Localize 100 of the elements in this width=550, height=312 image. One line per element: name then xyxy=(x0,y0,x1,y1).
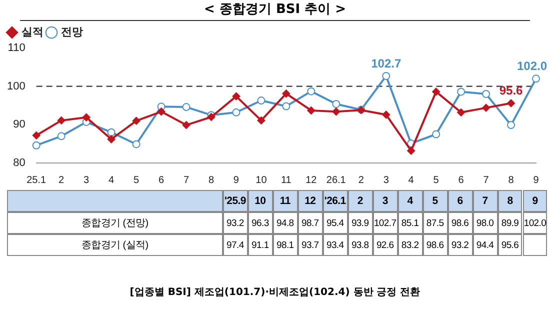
annotation: 95.6 xyxy=(499,84,524,98)
data-label: 93.4 xyxy=(326,240,344,250)
x-tick-label: 8 xyxy=(508,174,514,186)
data-label: 98.6 xyxy=(451,218,469,228)
x-tick-label: 6 xyxy=(158,174,164,186)
data-label: 98.0 xyxy=(476,218,494,228)
point xyxy=(457,108,466,116)
x-tick-label: 7 xyxy=(183,174,190,186)
x-tick-label: 11 xyxy=(280,174,292,186)
data-label: 83.2 xyxy=(401,240,419,250)
y-tick-label: 80 xyxy=(13,157,26,170)
text: 4 xyxy=(407,195,413,207)
point xyxy=(282,102,290,110)
data-label: 91.1 xyxy=(252,240,269,250)
text: 2 xyxy=(357,195,363,207)
y-tick-label: 100 xyxy=(6,80,26,92)
point xyxy=(232,92,240,100)
point xyxy=(432,88,440,96)
text: '25.9 xyxy=(224,195,246,207)
point xyxy=(457,88,466,96)
text: 종합경기 (실적) xyxy=(81,239,148,252)
point xyxy=(132,116,140,125)
text: 3 xyxy=(382,195,388,207)
point xyxy=(107,135,116,144)
point xyxy=(382,72,390,80)
point xyxy=(482,90,490,98)
point xyxy=(307,87,316,96)
x-tick-label: 9 xyxy=(233,174,240,186)
data-label: 98.6 xyxy=(426,240,444,250)
point xyxy=(132,140,140,148)
annotation: 102.7 xyxy=(371,56,402,70)
x-tick-label: 2 xyxy=(58,174,65,186)
point xyxy=(107,128,116,136)
point xyxy=(482,104,490,112)
point xyxy=(57,132,66,140)
point xyxy=(257,96,266,105)
chart-title: < 종합경기 BSI 추이 > xyxy=(20,0,530,21)
x-tick-label: 4 xyxy=(408,174,414,186)
text: 종합경기 (전망) xyxy=(81,217,148,230)
legend-label: 실적 xyxy=(22,26,44,39)
point xyxy=(32,141,40,150)
text: '26.1 xyxy=(324,195,346,207)
point xyxy=(532,74,540,83)
x-tick-label: 8 xyxy=(208,174,214,186)
point xyxy=(507,99,516,108)
data-label: 85.1 xyxy=(401,218,419,228)
x-tick-label: 7 xyxy=(483,174,490,186)
data-label: 92.6 xyxy=(376,240,394,250)
point xyxy=(332,108,340,116)
point xyxy=(182,121,190,130)
y-tick-label: 90 xyxy=(13,118,26,131)
x-tick-label: 5 xyxy=(134,174,140,186)
point xyxy=(82,113,90,122)
x-tick-label: 6 xyxy=(458,174,464,186)
point xyxy=(32,131,40,140)
x-tick-label: 25.1 xyxy=(26,174,47,186)
legend-label: 전망 xyxy=(61,26,83,39)
text: 5 xyxy=(432,195,438,207)
data-label: 102.0 xyxy=(524,218,546,228)
point xyxy=(182,103,190,112)
x-tick-label: 12 xyxy=(306,174,318,186)
data-label: 98.1 xyxy=(276,240,294,250)
point xyxy=(507,121,516,130)
text: [업종별 BSI] 제조업(101.7)·비제조업(102.4) 동반 긍정 전환 xyxy=(128,286,422,299)
data-label: 95.4 xyxy=(326,218,344,228)
data-label: 96.3 xyxy=(252,218,269,228)
point xyxy=(57,116,66,124)
text: 6 xyxy=(457,195,463,207)
point xyxy=(332,100,340,108)
x-tick-label: 3 xyxy=(383,174,390,186)
point xyxy=(307,106,316,114)
data-label: 93.8 xyxy=(351,240,369,250)
point xyxy=(282,90,290,98)
data-label: 94.8 xyxy=(276,218,294,228)
point xyxy=(382,110,390,119)
x-tick-label: 4 xyxy=(108,174,115,186)
data-label: 95.6 xyxy=(501,240,519,250)
point xyxy=(407,146,416,155)
point xyxy=(257,116,266,124)
data-label: 97.4 xyxy=(226,240,244,250)
annotation: 102.0 xyxy=(516,58,548,73)
data-label: 93.2 xyxy=(226,218,244,228)
x-tick-label: 2 xyxy=(358,174,364,186)
y-tick-label: 110 xyxy=(8,42,26,54)
data-label: 94.4 xyxy=(476,240,494,250)
data-label: 93.9 xyxy=(351,218,369,228)
point xyxy=(432,130,440,138)
text: 7 xyxy=(482,195,488,207)
data-label: 93.2 xyxy=(451,240,469,250)
text: 12 xyxy=(304,195,316,207)
data-label: 87.5 xyxy=(426,218,444,228)
text: 11 xyxy=(280,195,290,207)
x-tick-label: 9 xyxy=(533,174,540,186)
x-tick-label: 3 xyxy=(84,174,90,186)
x-tick-label: 5 xyxy=(433,174,440,186)
point xyxy=(157,108,166,116)
data-label: 98.7 xyxy=(301,218,319,228)
data-label: 93.7 xyxy=(301,240,319,250)
text: 10 xyxy=(254,195,266,207)
point xyxy=(232,108,240,116)
